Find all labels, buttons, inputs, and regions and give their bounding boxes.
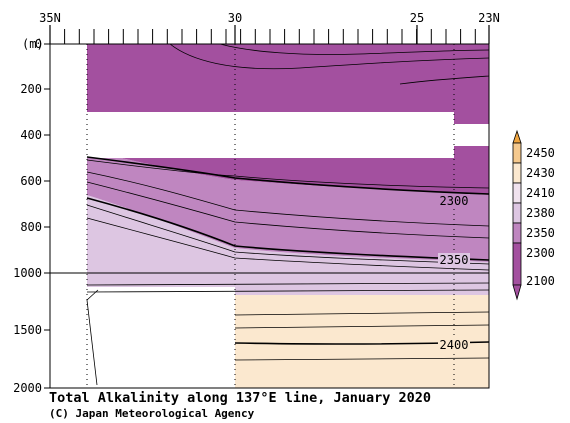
legend-label-2100: 2100 (526, 274, 555, 288)
legend-swatch-2450 (512, 129, 522, 144)
legend-swatch-2380 (512, 182, 522, 204)
contour-lines (86, 44, 489, 386)
chart-credit: (C) Japan Meteorological Agency (49, 407, 255, 420)
contour-label-2400: 2400 (440, 338, 469, 352)
y-tick-label-600: 600 (20, 174, 42, 188)
legend-swatch-2430 (512, 142, 522, 164)
y-tick-label-1500: 1500 (13, 323, 42, 337)
y-tick-label-0: 0 (35, 37, 42, 51)
contour-label-2350: 2350 (440, 253, 469, 267)
chart-title: Total Alkalinity along 137°E line, Janua… (49, 390, 431, 406)
legend-arrow-low (512, 284, 522, 301)
y-axis-unit: (m) (22, 37, 44, 51)
mask-upper-right (454, 124, 489, 146)
x-tick-label-23N: 23N (478, 11, 500, 25)
mask-lower (87, 287, 235, 388)
plot-area: 2300 2350 2400 (50, 44, 489, 388)
x-tick-label-35N: 35N (39, 11, 61, 25)
y-tick-label-400: 400 (20, 128, 42, 142)
band-2350 (87, 195, 489, 295)
y-tick-label-200: 200 (20, 82, 42, 96)
legend-swatch-2410 (512, 162, 522, 184)
y-tick-label-2000: 2000 (13, 381, 42, 395)
x-tick-label-25: 25 (410, 11, 424, 25)
color-legend: 2450 2430 2410 2380 2350 2300 2100 (512, 129, 555, 301)
legend-swatch-2350 (512, 202, 522, 224)
contour-label-2300: 2300 (440, 194, 469, 208)
mask-left (50, 44, 87, 274)
y-tick-label-800: 800 (20, 220, 42, 234)
legend-swatch-2100 (512, 242, 522, 286)
legend-label-2350: 2350 (526, 226, 555, 240)
legend-label-2300: 2300 (526, 246, 555, 260)
legend-label-2380: 2380 (526, 206, 555, 220)
x-tick-label-30: 30 (228, 11, 242, 25)
contour-2350 (86, 197, 489, 261)
top-minor-ticks (64, 29, 476, 44)
y-tick-label-1000: 1000 (13, 266, 42, 280)
legend-label-2410: 2410 (526, 186, 555, 200)
contour-2300 (86, 156, 489, 195)
legend-swatch-2300 (512, 222, 522, 244)
mask-upper (87, 112, 454, 158)
mask-deep-left (50, 274, 87, 388)
band-2300 (87, 150, 489, 262)
legend-label-2450: 2450 (526, 146, 555, 160)
legend-label-2430: 2430 (526, 166, 555, 180)
